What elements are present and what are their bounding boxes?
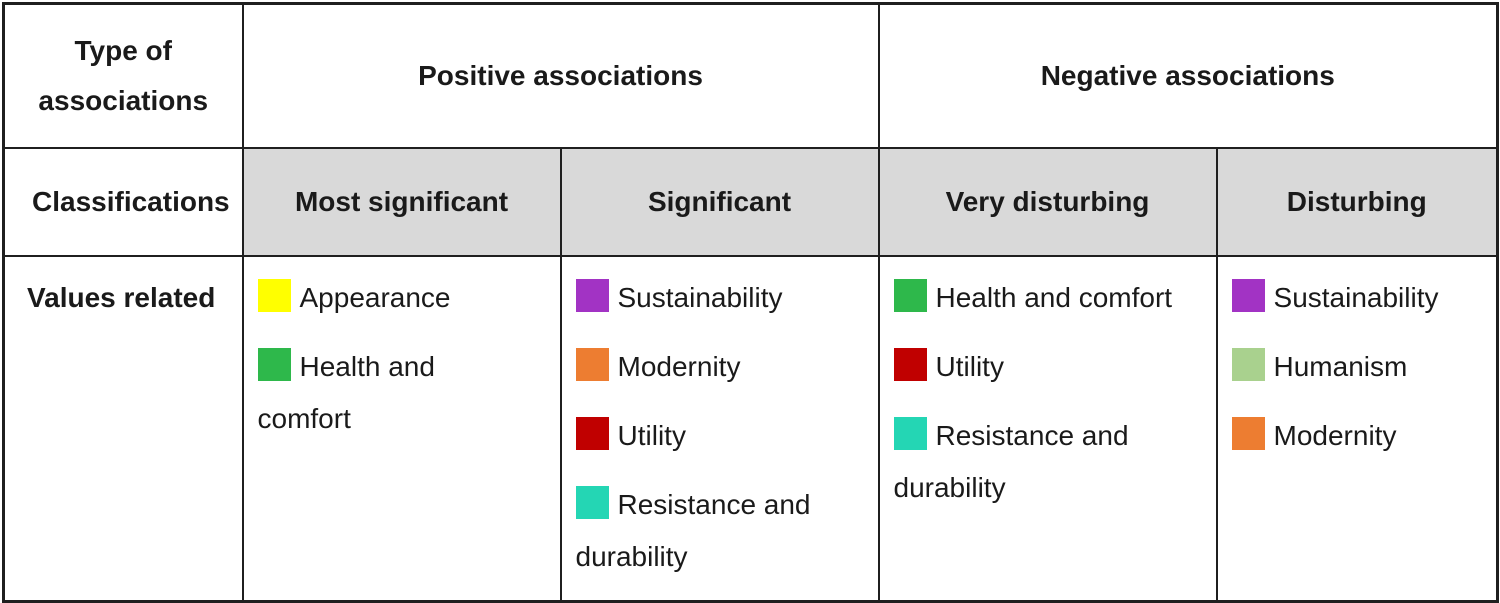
values-cell-very-disturbing: Health and comfort Utility Resistance and d… <box>877 254 1218 602</box>
header-label-negative-associations: Negative associations <box>1040 59 1335 91</box>
value-item: Appearance <box>257 272 554 324</box>
header-label-most-significant: Most significant <box>294 185 509 217</box>
header-cell-classifications: Classifications <box>2 146 244 257</box>
header-cell-positive-associations: Positive associations <box>241 2 880 149</box>
value-line: comfort <box>258 393 554 445</box>
value-label: comfort <box>257 402 351 434</box>
value-color-swatch <box>257 347 291 381</box>
value-color-swatch <box>893 416 927 450</box>
values-related-label: Values related <box>27 281 216 313</box>
header-label-classifications: Classifications <box>32 185 230 217</box>
header-label-disturbing: Disturbing <box>1286 185 1427 217</box>
value-item: Sustainability <box>1231 272 1491 324</box>
value-color-swatch <box>575 485 609 519</box>
header-cell-very-disturbing: Very disturbing <box>877 146 1218 257</box>
values-cell-disturbing: Sustainability Humanism Modernity <box>1215 254 1499 602</box>
value-color-swatch <box>1231 347 1265 381</box>
value-line: durability <box>576 531 872 583</box>
value-line: Modernity <box>575 341 872 393</box>
header-label-significant: Significant <box>647 185 792 217</box>
value-color-swatch <box>575 347 609 381</box>
value-color-swatch <box>575 416 609 450</box>
value-item: Health and comfort <box>257 341 554 445</box>
value-label: durability <box>893 471 1006 503</box>
value-item: Resistance and durability <box>893 410 1210 514</box>
value-label: Humanism <box>1273 350 1408 382</box>
value-line: Resistance and <box>575 479 872 531</box>
values-related-cell: Values related <box>2 254 244 602</box>
value-line: Health and comfort <box>893 272 1210 324</box>
value-label: Modernity <box>1273 419 1397 451</box>
value-color-swatch <box>1231 278 1265 312</box>
value-label: Health and <box>299 350 435 382</box>
value-line: Health and <box>257 341 554 393</box>
value-label: Health and comfort <box>935 281 1173 313</box>
value-color-swatch <box>893 278 927 312</box>
value-label: Resistance and <box>935 419 1129 451</box>
value-label: Appearance <box>299 281 451 313</box>
value-item: Utility <box>893 341 1210 393</box>
value-item: Modernity <box>1231 410 1491 462</box>
header-cell-significant: Significant <box>559 146 880 257</box>
header-cell-type-of-associations: Type of associations <box>2 2 244 149</box>
value-line: Humanism <box>1231 341 1491 393</box>
value-label: durability <box>575 540 688 572</box>
header-label-positive-associations: Positive associations <box>418 59 703 91</box>
values-cell-most-significant: Appearance Health and comfort <box>241 254 562 602</box>
value-label: Sustainability <box>617 281 783 313</box>
value-line: Utility <box>575 410 872 462</box>
value-item: Health and comfort <box>893 272 1210 324</box>
header-cell-negative-associations: Negative associations <box>877 2 1499 149</box>
value-color-swatch <box>257 278 291 312</box>
value-line: Modernity <box>1231 410 1491 462</box>
value-item: Resistance and durability <box>575 479 872 583</box>
value-line: Resistance and <box>893 410 1210 462</box>
value-line: Utility <box>893 341 1210 393</box>
values-cell-significant: Sustainability Modernity Utility Resistance… <box>559 254 880 602</box>
header-label-very-disturbing: Very disturbing <box>945 185 1150 217</box>
header-row-associations: Type of associations Positive associatio… <box>2 2 1499 149</box>
values-row: Values related Appearance Health and comfo… <box>2 254 1499 602</box>
value-item: Modernity <box>575 341 872 393</box>
value-item: Utility <box>575 410 872 462</box>
value-item: Sustainability <box>575 272 872 324</box>
value-label: Resistance and <box>617 488 811 520</box>
value-label: Utility <box>935 350 1004 382</box>
header-row-classifications: Classifications Most significant Signifi… <box>2 146 1499 257</box>
header-label-type-of-associations: Type of associations <box>38 34 209 116</box>
header-cell-disturbing: Disturbing <box>1215 146 1499 257</box>
value-label: Utility <box>617 419 686 451</box>
value-line: Sustainability <box>575 272 872 324</box>
value-color-swatch <box>575 278 609 312</box>
value-item: Humanism <box>1231 341 1491 393</box>
value-color-swatch <box>893 347 927 381</box>
value-label: Modernity <box>617 350 741 382</box>
value-line: Sustainability <box>1231 272 1491 324</box>
value-line: durability <box>894 462 1210 514</box>
header-cell-most-significant: Most significant <box>241 146 562 257</box>
value-label: Sustainability <box>1273 281 1439 313</box>
value-line: Appearance <box>257 272 554 324</box>
value-color-swatch <box>1231 416 1265 450</box>
